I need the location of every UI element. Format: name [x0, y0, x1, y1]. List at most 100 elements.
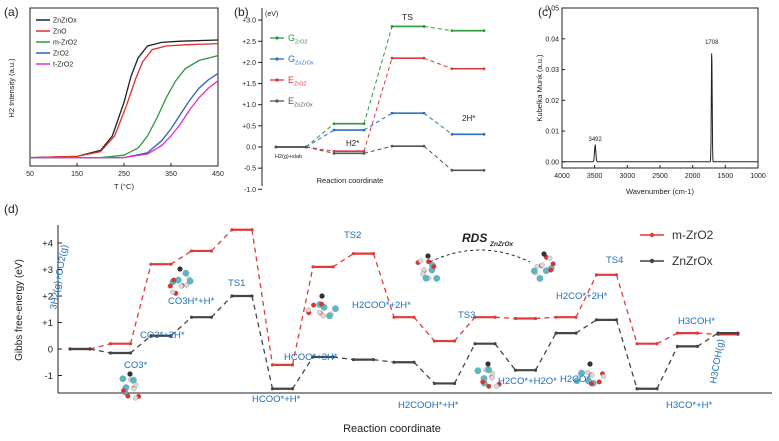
panel-d-level-dot: [230, 228, 234, 232]
atom: [486, 383, 492, 389]
panel-a-series-ZnO: [29, 42, 219, 159]
species-label: CO3H*+H*: [168, 296, 214, 307]
panel-a-series-ZnZrOx: [29, 39, 219, 159]
panel-d-level-dot: [108, 342, 113, 346]
panel-a-legend-label: ZnZrOx: [53, 18, 77, 25]
panel-b-ytick-label: +0.5: [242, 123, 256, 130]
panel-b-level-dot: [482, 168, 486, 172]
panel-d-connector: [170, 316, 192, 337]
adsorbate-structure-image: [167, 266, 194, 296]
panel-d-level-dot: [716, 331, 720, 335]
atom: [127, 371, 133, 377]
panel-d-molecules: [119, 251, 607, 401]
panel-c-xtick-label: 2500: [652, 173, 668, 180]
panel-d-connector: [211, 295, 233, 318]
panel-b-level-dot: [390, 111, 394, 115]
panel-b-legend-label: EZrO2: [288, 75, 307, 88]
panel-b-series: [274, 25, 486, 172]
panel-d-level-dot: [351, 358, 356, 362]
panel-b-connector: [305, 146, 335, 154]
panel-b-level-dot: [450, 168, 454, 172]
panel-b-connector: [305, 129, 335, 148]
panel-b-level-dot: [482, 67, 486, 71]
panel-d-level-dot: [473, 315, 477, 319]
species-label: HCOO*+3H*: [284, 352, 338, 363]
panel-b-2h-label: 2H*: [462, 114, 475, 123]
panel-d-level-dot: [68, 347, 72, 351]
panel-a-series: [29, 39, 219, 159]
panel-b-level-dot: [332, 128, 336, 132]
panel-b-legend-label: EZnZrOx: [288, 96, 313, 109]
atom: [171, 277, 177, 283]
panel-d-connector: [494, 316, 516, 320]
panel-d-rds-annotation: RDS ZnZrOx: [429, 231, 531, 263]
panel-d-level-dot: [635, 387, 639, 391]
panel-c-peak-label: 1708: [705, 40, 719, 46]
atom: [494, 383, 500, 389]
species-label: CO3*+2H*: [140, 330, 185, 341]
panel-d-connector: [372, 253, 395, 318]
panel-b-label: (b): [234, 5, 249, 19]
panel-b-level-dot: [390, 56, 394, 60]
panel-d-connector: [697, 332, 719, 336]
panel-b-level-dot: [332, 122, 336, 126]
panel-c-xtick-label: 4000: [554, 173, 570, 180]
panel-b-slab-label: H2(g)+slab: [275, 154, 302, 160]
panel-c-xtick-label: 2000: [685, 173, 701, 180]
panel-b-level-dot: [390, 144, 394, 148]
panel-d-connector: [453, 343, 476, 384]
panel-c-xtick-label: 1500: [718, 173, 734, 180]
panel-c-spectrum: [562, 53, 758, 163]
panel-b-level-dot: [450, 132, 454, 136]
panel-b-connector: [423, 57, 453, 70]
panel-d-ytick-label: +1: [42, 318, 53, 329]
atom: [169, 289, 176, 295]
atom: [421, 267, 427, 273]
panel-a-legend-label: ZrO2: [53, 51, 69, 58]
panel-b-connector: [363, 112, 393, 131]
panel-b-connector: [363, 26, 393, 124]
species-label: H3COH(g): [708, 338, 727, 384]
species-label: TS3: [458, 310, 475, 321]
adsorbate-structure-image: [474, 361, 502, 389]
panel-b-ytick-label: +1.0: [242, 102, 256, 109]
panel-b-legend-dot: [275, 36, 279, 40]
atom: [433, 275, 441, 282]
atom: [326, 312, 333, 320]
atom: [320, 313, 326, 319]
panel-c-ytick-label: 0.00: [545, 159, 559, 166]
panel-d-connector: [373, 358, 395, 363]
species-label: TS1: [228, 278, 245, 289]
adsorbate-structure-image: [573, 361, 607, 387]
panel-a-series-t-ZrO2: [30, 80, 219, 159]
panel-b-level-dot: [332, 151, 336, 155]
panel-d-legend-dot: [649, 232, 655, 238]
panel-d-level-dot: [513, 368, 518, 372]
panel-d-species-labels: 3H2(g)+CO2(g) CO3* CO3*+2H* CO3H*+H* TS1 HCOO…: [48, 230, 727, 411]
panel-b-legend-label: GZnZrOx: [288, 54, 314, 67]
panel-c-ytick-label: 0.05: [545, 6, 559, 13]
panel-d-connector: [615, 319, 638, 389]
panel-b-connector: [363, 58, 393, 152]
atom: [547, 255, 553, 261]
panel-d-level-dot: [432, 339, 437, 343]
atom: [480, 379, 486, 385]
panel-d: (d) Gibbs free-energy (eV) Reaction coor…: [4, 202, 772, 435]
panel-a-xlabel: T (°C): [114, 182, 134, 191]
panel-d-connector: [251, 295, 274, 389]
panel-d-yticks: -1 0 +1 +2 +3 +4: [42, 239, 62, 382]
atom: [319, 293, 325, 299]
panel-b-ytick-label: 0.0: [246, 145, 256, 152]
atom: [474, 367, 482, 375]
panel-d-connector: [89, 343, 111, 350]
species-label: 3H2(g)+CO2(g): [48, 244, 70, 311]
panel-d-level-dot: [270, 363, 275, 367]
panel-b-legend-dot: [275, 57, 279, 61]
panel-b-level-dot: [390, 25, 394, 28]
panel-d-connector: [129, 264, 152, 344]
rds-subscript: ZnZrOx: [489, 241, 513, 248]
atom: [167, 283, 173, 289]
atom: [422, 274, 430, 282]
panel-d-level-dot: [736, 331, 740, 335]
